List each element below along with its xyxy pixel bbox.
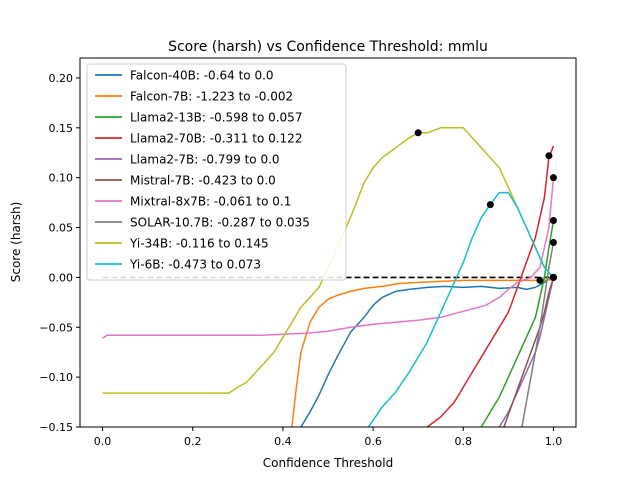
y-tick-label: −0.15 [39, 421, 73, 434]
y-tick-label: 0.00 [49, 271, 74, 284]
legend-label-0: Falcon-40B: -0.64 to 0.0 [130, 69, 274, 83]
extra-marker-1 [549, 273, 557, 281]
series-marker-3 [545, 152, 553, 160]
series-marker-2 [549, 217, 557, 225]
legend-label-6: Mixtral-8x7B: -0.061 to 0.1 [130, 195, 291, 209]
plot-frame [79, 57, 577, 428]
series-line-8 [102, 127, 555, 394]
extra-marker-0 [536, 276, 544, 284]
y-tick-label: −0.10 [39, 371, 73, 384]
legend-label-1: Falcon-7B: -1.223 to -0.002 [130, 90, 293, 104]
plot-content [102, 127, 555, 427]
x-axis-label: Confidence Threshold [263, 456, 393, 470]
legend-label-4: Llama2-7B: -0.799 to 0.0 [130, 153, 280, 167]
x-tick-label: 1.0 [545, 435, 563, 448]
series-marker-9 [486, 201, 494, 209]
x-tick-label: 0.2 [184, 435, 202, 448]
series-line-1 [291, 278, 554, 427]
x-tick-label: 0.6 [364, 435, 382, 448]
y-tick-label: 0.10 [49, 172, 74, 185]
y-axis-label: Score (harsh) [9, 202, 23, 283]
legend-label-3: Llama2-70B: -0.311 to 0.122 [130, 132, 302, 146]
y-tick-label: 0.15 [49, 122, 74, 135]
legend: Falcon-40B: -0.64 to 0.0 Falcon-7B: -1.22… [86, 63, 347, 281]
legend-label-7: SOLAR-10.7B: -0.287 to 0.035 [130, 216, 310, 230]
series-line-6 [102, 177, 555, 339]
legend-label-8: Yi-34B: -0.116 to 0.145 [129, 237, 269, 251]
chart-title: Score (harsh) vs Confidence Threshold: m… [168, 39, 488, 55]
plot-area [102, 127, 557, 427]
axes: 0.0 0.2 0.4 0.6 0.8 1.0 −0.15 −0.10 −0.05 0.00 0.0… [39, 72, 562, 448]
series-line-5 [503, 277, 555, 427]
x-tick-label: 0.8 [455, 435, 473, 448]
series-line-9 [367, 191, 555, 427]
y-tick-label: 0.20 [49, 72, 74, 85]
legend-box [86, 63, 347, 281]
series-marker-6 [549, 174, 557, 182]
x-tick-label: 0.0 [94, 435, 112, 448]
legend-label-2: Llama2-13B: -0.598 to 0.057 [130, 111, 302, 125]
legend-label-9: Yi-6B: -0.473 to 0.073 [129, 258, 261, 272]
series-line-3 [426, 145, 555, 427]
series-line-0 [300, 276, 554, 427]
series-line-2 [480, 220, 555, 427]
legend-label-5: Mistral-7B: -0.423 to 0.0 [130, 174, 276, 188]
series-line-7 [521, 242, 555, 427]
y-tick-label: 0.05 [49, 222, 74, 235]
y-tick-label: −0.05 [39, 321, 73, 334]
series-marker-7 [549, 239, 557, 246]
series-marker-8 [414, 129, 422, 137]
x-tick-label: 0.4 [274, 435, 292, 448]
